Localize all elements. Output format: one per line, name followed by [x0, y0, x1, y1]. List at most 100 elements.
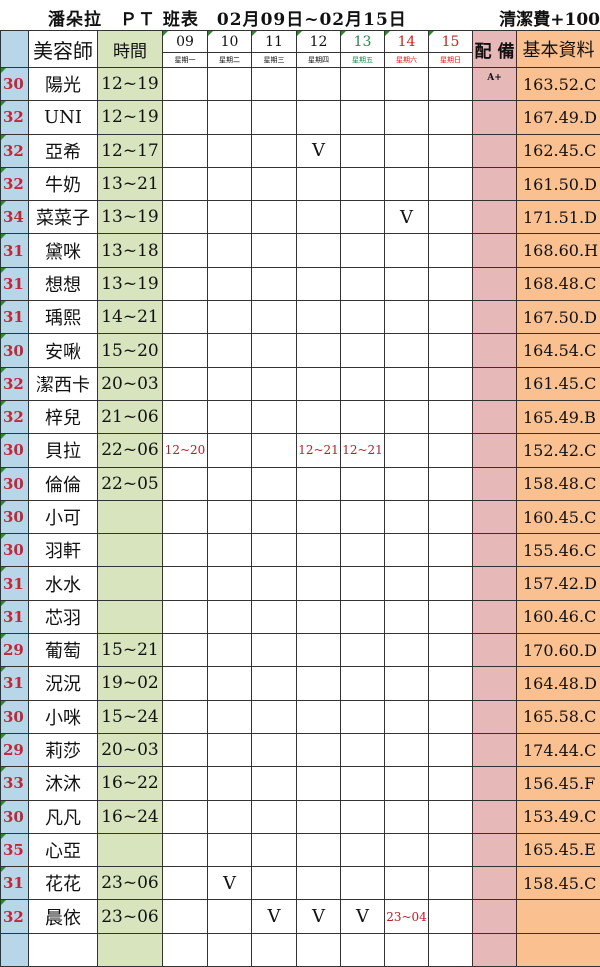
- day-cell-12[interactable]: [297, 301, 341, 334]
- equipment-cell[interactable]: [473, 700, 517, 733]
- day-cell-11[interactable]: [252, 634, 297, 667]
- day-cell-09[interactable]: [163, 700, 208, 733]
- beautician-name-cell[interactable]: 黛咪: [29, 234, 98, 267]
- beautician-name-cell[interactable]: 梓兒: [29, 400, 98, 433]
- age-cell[interactable]: 32: [1, 101, 29, 134]
- day-cell-10[interactable]: [208, 234, 252, 267]
- day-cell-12[interactable]: [297, 101, 341, 134]
- day-cell-15[interactable]: [429, 800, 473, 833]
- day-cell-13[interactable]: [341, 833, 385, 866]
- day-cell-11[interactable]: [252, 101, 297, 134]
- day-cell-12[interactable]: [297, 733, 341, 766]
- basic-info-cell[interactable]: 160.45.C: [517, 500, 600, 533]
- day-cell-12[interactable]: 12~21: [297, 434, 341, 467]
- day-cell-11[interactable]: [252, 167, 297, 200]
- day-cell-15[interactable]: [429, 900, 473, 933]
- day-cell-13[interactable]: [341, 534, 385, 567]
- day-cell-10[interactable]: [208, 367, 252, 400]
- basic-info-cell[interactable]: 174.44.C: [517, 733, 600, 766]
- age-cell[interactable]: 31: [1, 267, 29, 300]
- day-cell-09[interactable]: [163, 101, 208, 134]
- header-date-10[interactable]: 10: [208, 31, 252, 53]
- day-cell-11[interactable]: [252, 733, 297, 766]
- time-cell[interactable]: 13~18: [98, 234, 163, 267]
- time-cell[interactable]: 12~17: [98, 134, 163, 167]
- day-cell-11[interactable]: [252, 367, 297, 400]
- day-cell-09[interactable]: [163, 833, 208, 866]
- header-weekday[interactable]: 星期一: [163, 53, 208, 68]
- day-cell-11[interactable]: [252, 867, 297, 900]
- day-cell-14[interactable]: [385, 600, 429, 633]
- time-cell[interactable]: 13~21: [98, 167, 163, 200]
- day-cell-09[interactable]: [163, 933, 208, 966]
- day-cell-11[interactable]: [252, 301, 297, 334]
- day-cell-12[interactable]: [297, 68, 341, 101]
- day-cell-14[interactable]: [385, 400, 429, 433]
- day-cell-13[interactable]: [341, 201, 385, 234]
- day-cell-10[interactable]: [208, 900, 252, 933]
- day-cell-10[interactable]: [208, 167, 252, 200]
- header-date-15[interactable]: 15: [429, 31, 473, 53]
- day-cell-13[interactable]: [341, 467, 385, 500]
- day-cell-09[interactable]: [163, 467, 208, 500]
- header-equipment[interactable]: 配 備: [473, 31, 517, 68]
- day-cell-14[interactable]: [385, 334, 429, 367]
- day-cell-10[interactable]: [208, 667, 252, 700]
- day-cell-09[interactable]: 12~20: [163, 434, 208, 467]
- day-cell-09[interactable]: [163, 634, 208, 667]
- header-time[interactable]: 時間: [98, 31, 163, 68]
- day-cell-13[interactable]: [341, 134, 385, 167]
- header-date-11[interactable]: 11: [252, 31, 297, 53]
- day-cell-12[interactable]: V: [297, 134, 341, 167]
- beautician-name-cell[interactable]: 倫倫: [29, 467, 98, 500]
- day-cell-12[interactable]: [297, 933, 341, 966]
- age-cell[interactable]: 33: [1, 767, 29, 800]
- day-cell-15[interactable]: [429, 367, 473, 400]
- day-cell-15[interactable]: [429, 600, 473, 633]
- day-cell-09[interactable]: [163, 201, 208, 234]
- time-cell[interactable]: [98, 500, 163, 533]
- day-cell-15[interactable]: [429, 833, 473, 866]
- day-cell-13[interactable]: [341, 500, 385, 533]
- day-cell-12[interactable]: [297, 201, 341, 234]
- day-cell-11[interactable]: [252, 800, 297, 833]
- beautician-name-cell[interactable]: 潔西卡: [29, 367, 98, 400]
- day-cell-13[interactable]: 12~21: [341, 434, 385, 467]
- beautician-name-cell[interactable]: 沐沐: [29, 767, 98, 800]
- beautician-name-cell[interactable]: 菜菜子: [29, 201, 98, 234]
- day-cell-15[interactable]: [429, 933, 473, 966]
- day-cell-13[interactable]: [341, 567, 385, 600]
- header-beautician[interactable]: 美容師: [29, 31, 98, 68]
- beautician-name-cell[interactable]: 貝拉: [29, 434, 98, 467]
- beautician-name-cell[interactable]: 小可: [29, 500, 98, 533]
- equipment-cell[interactable]: [473, 600, 517, 633]
- equipment-cell[interactable]: [473, 367, 517, 400]
- basic-info-cell[interactable]: 163.52.C: [517, 68, 600, 101]
- day-cell-11[interactable]: [252, 534, 297, 567]
- basic-info-cell[interactable]: 168.60.H: [517, 234, 600, 267]
- time-cell[interactable]: 22~05: [98, 467, 163, 500]
- beautician-name-cell[interactable]: 花花: [29, 867, 98, 900]
- basic-info-cell[interactable]: 161.50.D: [517, 167, 600, 200]
- day-cell-14[interactable]: [385, 367, 429, 400]
- beautician-name-cell[interactable]: 芯羽: [29, 600, 98, 633]
- day-cell-14[interactable]: V: [385, 201, 429, 234]
- beautician-name-cell[interactable]: 安啾: [29, 334, 98, 367]
- age-cell[interactable]: 31: [1, 567, 29, 600]
- day-cell-14[interactable]: [385, 833, 429, 866]
- day-cell-09[interactable]: [163, 567, 208, 600]
- time-cell[interactable]: [98, 534, 163, 567]
- time-cell[interactable]: 15~24: [98, 700, 163, 733]
- equipment-cell[interactable]: [473, 900, 517, 933]
- day-cell-14[interactable]: [385, 800, 429, 833]
- basic-info-cell[interactable]: 167.50.D: [517, 301, 600, 334]
- day-cell-15[interactable]: [429, 634, 473, 667]
- day-cell-14[interactable]: [385, 733, 429, 766]
- basic-info-cell[interactable]: 165.58.C: [517, 700, 600, 733]
- day-cell-10[interactable]: [208, 301, 252, 334]
- day-cell-10[interactable]: [208, 833, 252, 866]
- equipment-cell[interactable]: [473, 400, 517, 433]
- day-cell-09[interactable]: [163, 767, 208, 800]
- day-cell-09[interactable]: [163, 134, 208, 167]
- beautician-name-cell[interactable]: 葡萄: [29, 634, 98, 667]
